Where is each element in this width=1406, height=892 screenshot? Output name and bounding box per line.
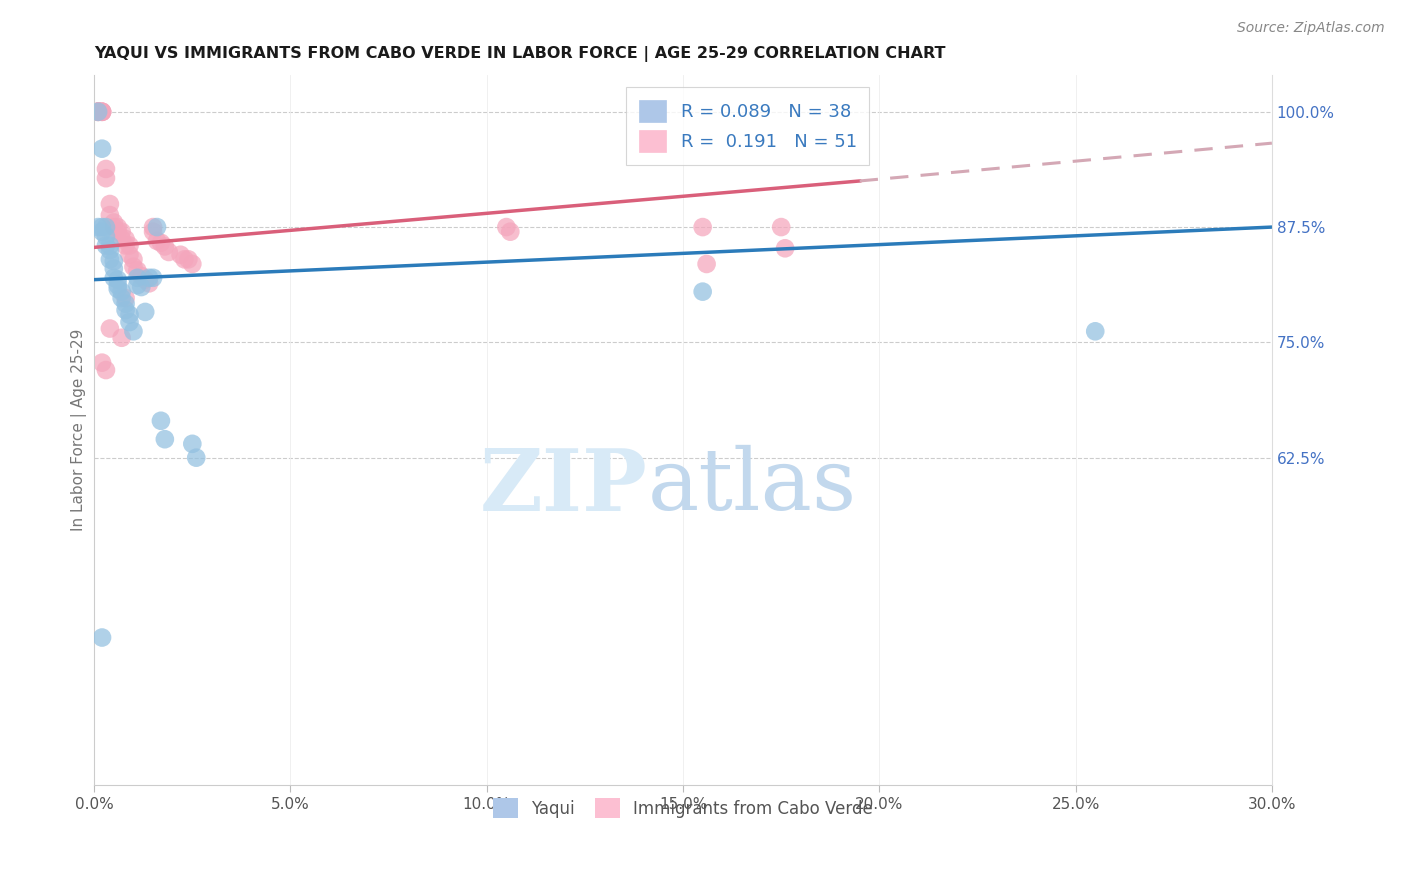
Point <box>118 308 141 322</box>
Point <box>107 282 129 296</box>
Point <box>107 278 129 293</box>
Point <box>129 268 152 283</box>
Point <box>103 261 125 276</box>
Point <box>87 104 110 119</box>
Point <box>87 104 110 119</box>
Text: atlas: atlas <box>648 445 856 528</box>
Point <box>138 277 160 291</box>
Point <box>142 225 165 239</box>
Point <box>87 104 110 119</box>
Point <box>692 220 714 235</box>
Point <box>111 225 134 239</box>
Point <box>118 248 141 262</box>
Point <box>87 104 110 119</box>
Point <box>181 257 204 271</box>
Y-axis label: In Labor Force | Age 25-29: In Labor Force | Age 25-29 <box>72 329 87 531</box>
Point <box>98 321 121 335</box>
Point <box>111 331 134 345</box>
Point <box>94 363 117 377</box>
Point <box>129 280 152 294</box>
Point <box>153 432 176 446</box>
Point <box>98 243 121 257</box>
Point <box>87 104 110 119</box>
Point <box>122 324 145 338</box>
Point <box>773 241 796 255</box>
Point <box>114 232 136 246</box>
Point <box>127 263 149 277</box>
Point <box>114 291 136 305</box>
Point <box>87 220 110 235</box>
Point <box>103 270 125 285</box>
Point <box>142 220 165 235</box>
Point <box>186 450 208 465</box>
Point <box>173 252 195 267</box>
Point <box>495 220 517 235</box>
Point <box>94 171 117 186</box>
Point <box>107 225 129 239</box>
Point <box>107 220 129 235</box>
Text: ZIP: ZIP <box>479 445 648 529</box>
Point <box>103 215 125 229</box>
Point <box>107 273 129 287</box>
Point <box>98 208 121 222</box>
Point <box>98 197 121 211</box>
Point <box>114 238 136 252</box>
Point <box>98 238 121 252</box>
Point <box>770 220 793 235</box>
Point <box>114 296 136 310</box>
Point <box>127 278 149 293</box>
Point <box>91 225 114 239</box>
Point <box>1084 324 1107 338</box>
Point <box>114 303 136 318</box>
Point <box>149 414 172 428</box>
Point <box>134 305 156 319</box>
Point <box>111 232 134 246</box>
Point <box>122 260 145 274</box>
Point <box>146 234 169 248</box>
Point <box>118 238 141 252</box>
Point <box>91 104 114 119</box>
Point <box>91 104 114 119</box>
Point <box>134 273 156 287</box>
Text: Source: ZipAtlas.com: Source: ZipAtlas.com <box>1237 21 1385 35</box>
Point <box>98 252 121 267</box>
Point <box>169 248 191 262</box>
Point <box>142 270 165 285</box>
Point <box>91 104 114 119</box>
Point <box>94 229 117 244</box>
Point <box>103 254 125 268</box>
Point <box>94 220 117 235</box>
Point <box>91 142 114 156</box>
Point <box>94 238 117 252</box>
Point <box>111 285 134 299</box>
Point <box>87 104 110 119</box>
Point <box>87 104 110 119</box>
Point <box>177 252 200 267</box>
Point <box>692 285 714 299</box>
Point <box>146 220 169 235</box>
Point <box>149 235 172 250</box>
Point <box>91 220 114 235</box>
Point <box>91 104 114 119</box>
Point <box>153 239 176 253</box>
Point <box>118 315 141 329</box>
Point <box>138 270 160 285</box>
Legend: Yaqui, Immigrants from Cabo Verde: Yaqui, Immigrants from Cabo Verde <box>486 791 880 825</box>
Point <box>157 244 180 259</box>
Point <box>103 220 125 235</box>
Point <box>91 631 114 645</box>
Point <box>94 161 117 176</box>
Point <box>499 225 522 239</box>
Point <box>127 270 149 285</box>
Text: YAQUI VS IMMIGRANTS FROM CABO VERDE IN LABOR FORCE | AGE 25-29 CORRELATION CHART: YAQUI VS IMMIGRANTS FROM CABO VERDE IN L… <box>94 46 946 62</box>
Point <box>111 291 134 305</box>
Point <box>696 257 718 271</box>
Point <box>91 356 114 370</box>
Point <box>181 437 204 451</box>
Point <box>122 252 145 267</box>
